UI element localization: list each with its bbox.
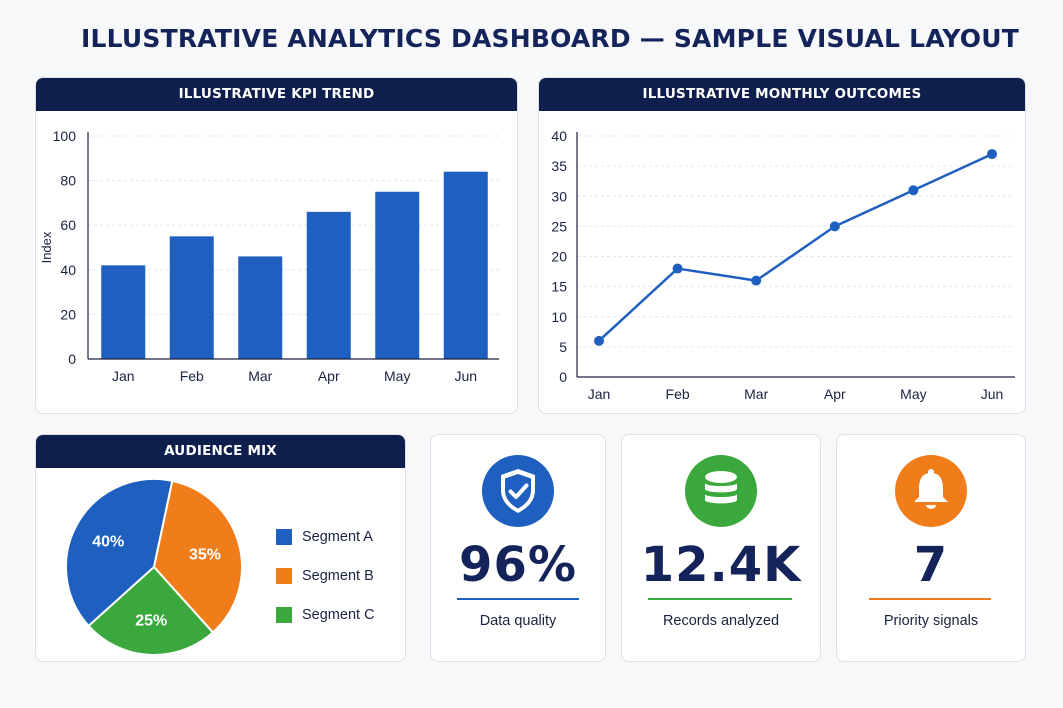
records-analyzed-label: Records analyzed bbox=[662, 613, 780, 629]
kpi-trend-title: ILLUSTRATIVE KPI TREND bbox=[36, 78, 517, 111]
legend-swatch bbox=[276, 567, 292, 584]
x-tick-label: Jun bbox=[981, 386, 1004, 402]
priority-signals-value: 7 bbox=[913, 537, 949, 593]
data-point bbox=[751, 275, 762, 286]
y-tick-label: 20 bbox=[551, 249, 567, 265]
monthly-outcomes-title: ILLUSTRATIVE MONTHLY OUTCOMES bbox=[539, 78, 1025, 111]
x-tick-label: May bbox=[384, 368, 410, 384]
pie-slice bbox=[152, 479, 243, 634]
legend-label: Segment A bbox=[302, 528, 373, 545]
divider bbox=[869, 598, 991, 600]
audience-mix-title: AUDIENCE MIX bbox=[36, 435, 405, 468]
x-tick-label: May bbox=[900, 386, 926, 402]
records-analyzed-value: 12.4K bbox=[640, 537, 802, 593]
x-tick-label: Feb bbox=[666, 386, 690, 402]
y-tick-label: 40 bbox=[60, 262, 76, 278]
audience-mix-legend: Segment A Segment B Segment C bbox=[276, 517, 375, 634]
monthly-outcomes-card: ILLUSTRATIVE MONTHLY OUTCOMES 0 5 10 15 20 25… bbox=[538, 77, 1026, 414]
y-tick-label: 0 bbox=[559, 369, 567, 385]
x-tick-label: Jun bbox=[454, 368, 477, 384]
kpi-trend-bar-chart: 0 20 40 60 80 100 Jan Feb Mar Apr May Jun Index bbox=[39, 128, 499, 384]
x-tick-label: Jan bbox=[588, 386, 611, 402]
y-tick-label: 40 bbox=[551, 128, 567, 144]
y-tick-label: 10 bbox=[551, 309, 567, 325]
bar bbox=[443, 171, 488, 359]
priority-signals-label: Priority signals bbox=[883, 613, 979, 629]
y-tick-label: 60 bbox=[60, 217, 76, 233]
pie-value-label: 35% bbox=[189, 546, 221, 563]
data-point bbox=[829, 221, 840, 232]
page-title: ILLUSTRATIVE ANALYTICS DASHBOARD — SAMPL… bbox=[81, 24, 1019, 53]
pie-slice bbox=[65, 478, 174, 628]
legend-swatch bbox=[276, 606, 292, 623]
pie-value-label: 40% bbox=[92, 534, 124, 551]
priority-signals-card: 7 Priority signals bbox=[836, 434, 1026, 662]
pie-value-label: 25% bbox=[135, 613, 167, 630]
y-axis-label: Index bbox=[39, 231, 54, 263]
bar bbox=[238, 256, 283, 359]
audience-mix-pie-chart: 40% 35% 25% bbox=[65, 478, 243, 656]
records-analyzed-card: 12.4K Records analyzed bbox=[621, 434, 821, 662]
bar bbox=[306, 211, 351, 359]
legend-label: Segment B bbox=[302, 567, 374, 584]
y-tick-label: 30 bbox=[551, 188, 567, 204]
data-point bbox=[672, 263, 683, 274]
audience-mix-card: AUDIENCE MIX 40% 35% 25% Segment A Segment… bbox=[35, 434, 406, 662]
shield-check-icon bbox=[482, 455, 554, 527]
y-tick-label: 80 bbox=[60, 173, 76, 189]
y-tick-label: 100 bbox=[53, 128, 77, 144]
data-point bbox=[594, 335, 604, 346]
y-tick-label: 20 bbox=[60, 306, 76, 322]
y-tick-label: 0 bbox=[68, 351, 76, 367]
legend-item: Segment B bbox=[276, 556, 375, 595]
data-quality-value: 96% bbox=[459, 537, 577, 593]
y-tick-label: 35 bbox=[551, 158, 567, 174]
data-point bbox=[987, 149, 997, 160]
pie-slice bbox=[87, 565, 215, 656]
legend-label: Segment C bbox=[302, 606, 375, 623]
bar bbox=[169, 236, 214, 359]
series-line bbox=[598, 152, 993, 342]
divider bbox=[457, 598, 579, 600]
legend-item: Segment C bbox=[276, 595, 375, 634]
x-tick-label: Jan bbox=[112, 368, 135, 384]
x-tick-label: Mar bbox=[744, 386, 768, 402]
bell-icon bbox=[895, 455, 967, 527]
monthly-outcomes-line-chart: 0 5 10 15 20 25 30 35 40 Jan Feb Mar Apr May Jun bbox=[551, 128, 1015, 402]
x-tick-label: Apr bbox=[318, 368, 340, 384]
legend-swatch bbox=[276, 528, 292, 545]
data-point bbox=[908, 185, 919, 196]
bar bbox=[375, 191, 420, 359]
bar bbox=[101, 265, 146, 359]
x-tick-label: Mar bbox=[248, 368, 272, 384]
x-tick-label: Apr bbox=[824, 386, 846, 402]
y-tick-label: 15 bbox=[551, 279, 567, 295]
kpi-trend-card: ILLUSTRATIVE KPI TREND 0 20 40 60 80 100 Jan Fe… bbox=[35, 77, 518, 414]
data-quality-label: Data quality bbox=[479, 613, 557, 629]
divider bbox=[648, 598, 792, 600]
data-quality-card: 96% Data quality bbox=[430, 434, 606, 662]
y-tick-label: 5 bbox=[559, 339, 567, 355]
y-tick-label: 25 bbox=[551, 218, 567, 234]
legend-item: Segment A bbox=[276, 517, 375, 556]
x-tick-label: Feb bbox=[180, 368, 204, 384]
database-icon bbox=[685, 455, 757, 527]
